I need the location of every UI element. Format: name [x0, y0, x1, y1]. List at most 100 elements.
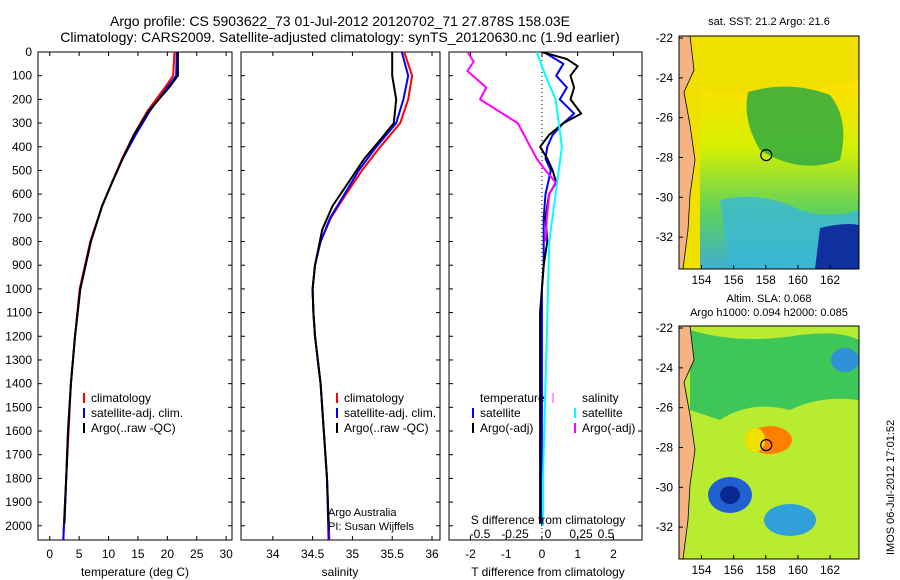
y-tick-label: 1800	[5, 471, 32, 485]
x-tick-label: 5	[76, 547, 83, 561]
legend-climatology: climatology	[344, 391, 404, 405]
map-lon-label: 158	[756, 273, 776, 287]
x-tick-label: 15	[131, 547, 145, 561]
annotation-pi: PI: Susan Wijffels	[328, 521, 414, 533]
difference-legend: temperature satellite Argo(-adj) salinit…	[472, 391, 635, 435]
map-lat-label: -22	[656, 321, 674, 335]
sst-dark-blue-region	[815, 224, 859, 269]
y-tick-label: 1400	[5, 377, 32, 391]
t-difference-xlabel: T difference from climatology	[471, 565, 625, 579]
x-tick-label: 30	[219, 547, 233, 561]
x-tick-label: 35	[346, 547, 360, 561]
salinity-legend: climatology satellite-adj. clim. Argo(..…	[336, 391, 436, 435]
map-lat-label: -26	[656, 401, 674, 415]
y-tick-label: 1300	[5, 353, 32, 367]
salinity-xlabel: salinity	[322, 565, 359, 579]
difference-axes-box	[448, 51, 643, 541]
s-difference-ticks: -0.5 -0.25 0 0.25 0.5	[470, 527, 615, 541]
x-tick-label: 34	[266, 547, 280, 561]
x-tick-label: 36	[425, 547, 439, 561]
argo-float-marker	[760, 438, 773, 452]
x-tick-label: 20	[161, 547, 175, 561]
x-tick-label: -2	[465, 547, 476, 561]
legend-t-argo: Argo(-adj)	[480, 421, 533, 435]
y-tick-label: 1200	[5, 329, 32, 343]
sla-dark-blue-eddy	[720, 486, 740, 504]
y-tick-label: 500	[12, 163, 32, 177]
y-tick-label: 1000	[5, 282, 32, 296]
figure-title-line2: Climatology: CARS2009. Satellite-adjuste…	[60, 29, 620, 45]
sla-green-band	[690, 330, 859, 420]
figure-title-line1: Argo profile: CS 5903622_73 01-Jul-2012 …	[110, 13, 570, 29]
temperature-ticks: 0 5 10 15 20 25 300100200300400500600700800900…	[5, 45, 233, 561]
y-tick-label: 2000	[5, 519, 32, 533]
y-tick-label: 400	[12, 140, 32, 154]
s-tick: -0.25	[501, 527, 529, 541]
map-lon-label: 156	[724, 273, 744, 287]
legend-argo: Argo(..raw -QC)	[344, 421, 429, 435]
x-tick-label: 1	[574, 547, 581, 561]
x-tick-label: 10	[102, 547, 116, 561]
y-tick-label: 800	[12, 235, 32, 249]
legend-temperature: temperature	[480, 391, 545, 405]
map-lat-label: -32	[656, 520, 674, 534]
sla-map-ticks: 154 156 158 160 162 -22 -24 -26 -28 -30 -32	[656, 321, 841, 577]
legend-s-argo: Argo(-adj)	[582, 421, 635, 435]
legend-satellite: satellite-adj. clim.	[344, 406, 436, 420]
temperature-legend: climatology satellite-adj. clim. Argo(..…	[83, 391, 183, 435]
sla-blue-northeast	[831, 348, 859, 372]
temperature-xlabel: temperature (deg C)	[81, 565, 189, 579]
legend-satellite: satellite-adj. clim.	[91, 406, 183, 420]
map-lat-label: -26	[656, 111, 674, 125]
temperature-panel: 0 5 10 15 20 25 300100200300400500600700800900…	[5, 45, 233, 579]
map-lon-label: 160	[788, 273, 808, 287]
y-tick-label: 300	[12, 116, 32, 130]
temperature-lines	[62, 52, 179, 540]
map-lon-label: 162	[820, 273, 840, 287]
sla-map-panel: Altim. SLA: 0.068 Argo h1000: 0.094 h200…	[656, 293, 860, 577]
s-tick: 0.5	[598, 527, 615, 541]
legend-t-satellite: satellite	[480, 406, 521, 420]
s-tick: 0	[545, 527, 552, 541]
legend-salinity: salinity	[582, 391, 619, 405]
sla-map-subtitle: Argo h1000: 0.094 h2000: 0.085	[690, 307, 848, 319]
map-lat-label: -24	[656, 71, 674, 85]
y-tick-label: 1500	[5, 400, 32, 414]
map-lat-label: -30	[656, 190, 674, 204]
map-lat-label: -24	[656, 361, 674, 375]
map-lat-label: -32	[656, 230, 674, 244]
series-line-s-argo	[466, 52, 557, 242]
legend-argo: Argo(..raw -QC)	[91, 421, 176, 435]
difference-panel: -2 -1 0 1 2 S difference from climatology -0…	[448, 51, 643, 579]
map-lon-label: 162	[820, 563, 840, 577]
x-tick-label: 25	[190, 547, 204, 561]
y-tick-label: 1700	[5, 448, 32, 462]
sst-map-ticks: 154 156 158 160 162 -22 -24 -26 -28 -30 -32	[656, 31, 841, 287]
sst-map-title: sat. SST: 21.2 Argo: 21.6	[708, 16, 830, 28]
y-tick-label: 600	[12, 187, 32, 201]
y-tick-label: 1900	[5, 495, 32, 509]
y-tick-label: 1600	[5, 424, 32, 438]
sst-green-eddy	[746, 86, 844, 166]
sla-yellow-eddy	[745, 428, 765, 452]
salinity-panel: 34 34.5 35 35.5 36 salinity climatology sate…	[240, 51, 441, 579]
y-tick-label: 100	[12, 69, 32, 83]
series-line-t-satellite	[540, 52, 576, 526]
y-tick-label: 1100	[6, 306, 32, 320]
s-tick: -0.5	[470, 527, 491, 541]
s-difference-label: S difference from climatology	[471, 513, 626, 527]
map-lat-label: -28	[656, 150, 674, 164]
map-lon-label: 154	[691, 273, 711, 287]
map-lon-label: 160	[788, 563, 808, 577]
annotation-argo-australia: Argo Australia	[328, 507, 397, 519]
legend-climatology: climatology	[91, 391, 151, 405]
sla-map-title: Altim. SLA: 0.068	[727, 293, 812, 305]
map-lat-label: -30	[656, 480, 674, 494]
sst-map-panel: sat. SST: 21.2 Argo: 21.6 154 156 158 160 16…	[656, 16, 860, 287]
map-lat-label: -22	[656, 31, 674, 45]
x-tick-label: -1	[501, 547, 512, 561]
y-tick-label: 200	[12, 92, 32, 106]
difference-lines	[466, 52, 583, 526]
series-line-argo-raw-qc-	[63, 52, 179, 524]
